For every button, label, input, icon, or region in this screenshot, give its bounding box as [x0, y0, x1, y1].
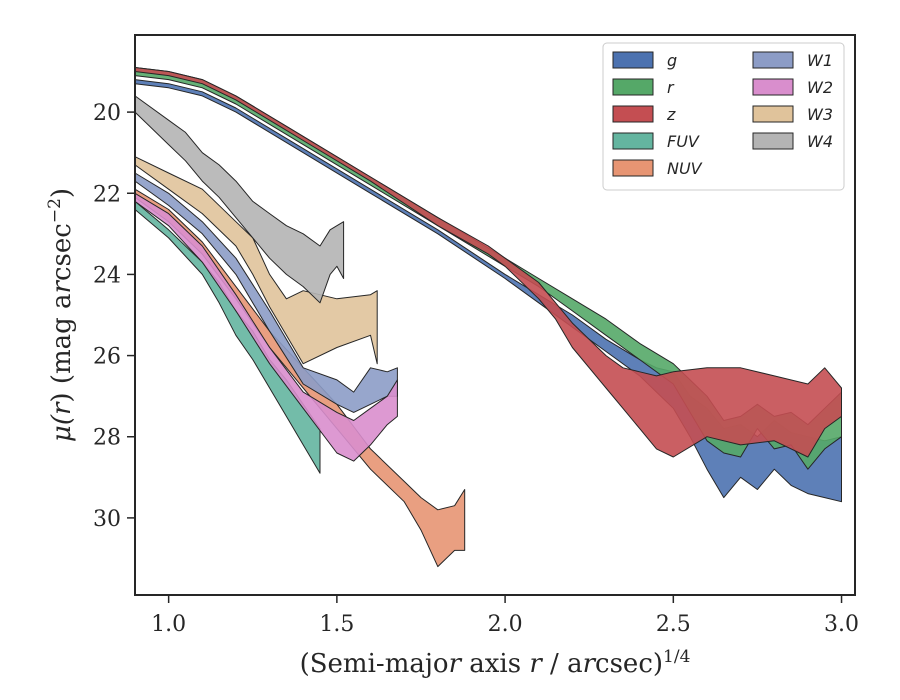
plot-frame: [134, 34, 856, 596]
legend-swatch-r: [612, 78, 654, 96]
legend-swatch-W4: [752, 132, 794, 150]
legend: grz FUV NUV W1 W2 W3 W4: [602, 42, 845, 191]
y-tick-label: 26: [93, 345, 121, 370]
legend-swatch-W2: [752, 78, 794, 96]
legend-swatch-FUV: [612, 132, 654, 150]
y-tick-label: 30: [93, 507, 121, 532]
legend-label-FUV: FUV: [667, 132, 700, 151]
legend-label-W2: W2: [807, 78, 833, 97]
band-r: [134, 67, 842, 470]
y-tick-label: 20: [93, 101, 121, 126]
y-tick-label: 22: [93, 182, 121, 207]
x-tick-label: 1.0: [151, 612, 186, 637]
x-tick-label: 2.0: [488, 612, 523, 637]
legend-label-W1: W1: [807, 51, 833, 70]
x-tick-label: 3.0: [824, 612, 859, 637]
legend-swatch-g: [612, 51, 654, 69]
y-axis-label: μ(r) (mag arcsec−2): [45, 188, 77, 442]
legend-label-g: g: [667, 51, 677, 70]
y-tick-label: 24: [93, 263, 121, 288]
legend-label-W3: W3: [807, 105, 833, 124]
x-tick-label: 2.5: [656, 612, 691, 637]
legend-swatch-W3: [752, 105, 794, 123]
legend-label-W4: W4: [807, 132, 833, 151]
y-tick-label: 28: [93, 426, 121, 451]
band-W3: [134, 156, 378, 365]
series-bands: [134, 67, 842, 568]
legend-label-z: z: [666, 105, 676, 124]
band-W2: [134, 192, 398, 462]
x-axis-label: (Semi-major axis r / arcsec)1/4: [300, 647, 691, 679]
legend-swatch-z: [612, 105, 654, 123]
legend-swatch-NUV: [612, 159, 654, 177]
legend-swatch-W1: [752, 51, 794, 69]
axes: 1.0 1.5 2.0 2.5 3.0 20 22 24 26 28 30 (Semi-major a…: [45, 34, 859, 679]
band-W4: [134, 95, 345, 304]
band-z: [134, 67, 842, 458]
legend-label-NUV: NUV: [667, 159, 703, 178]
legend-label-r: r: [667, 78, 675, 97]
x-tick-label: 1.5: [319, 612, 354, 637]
